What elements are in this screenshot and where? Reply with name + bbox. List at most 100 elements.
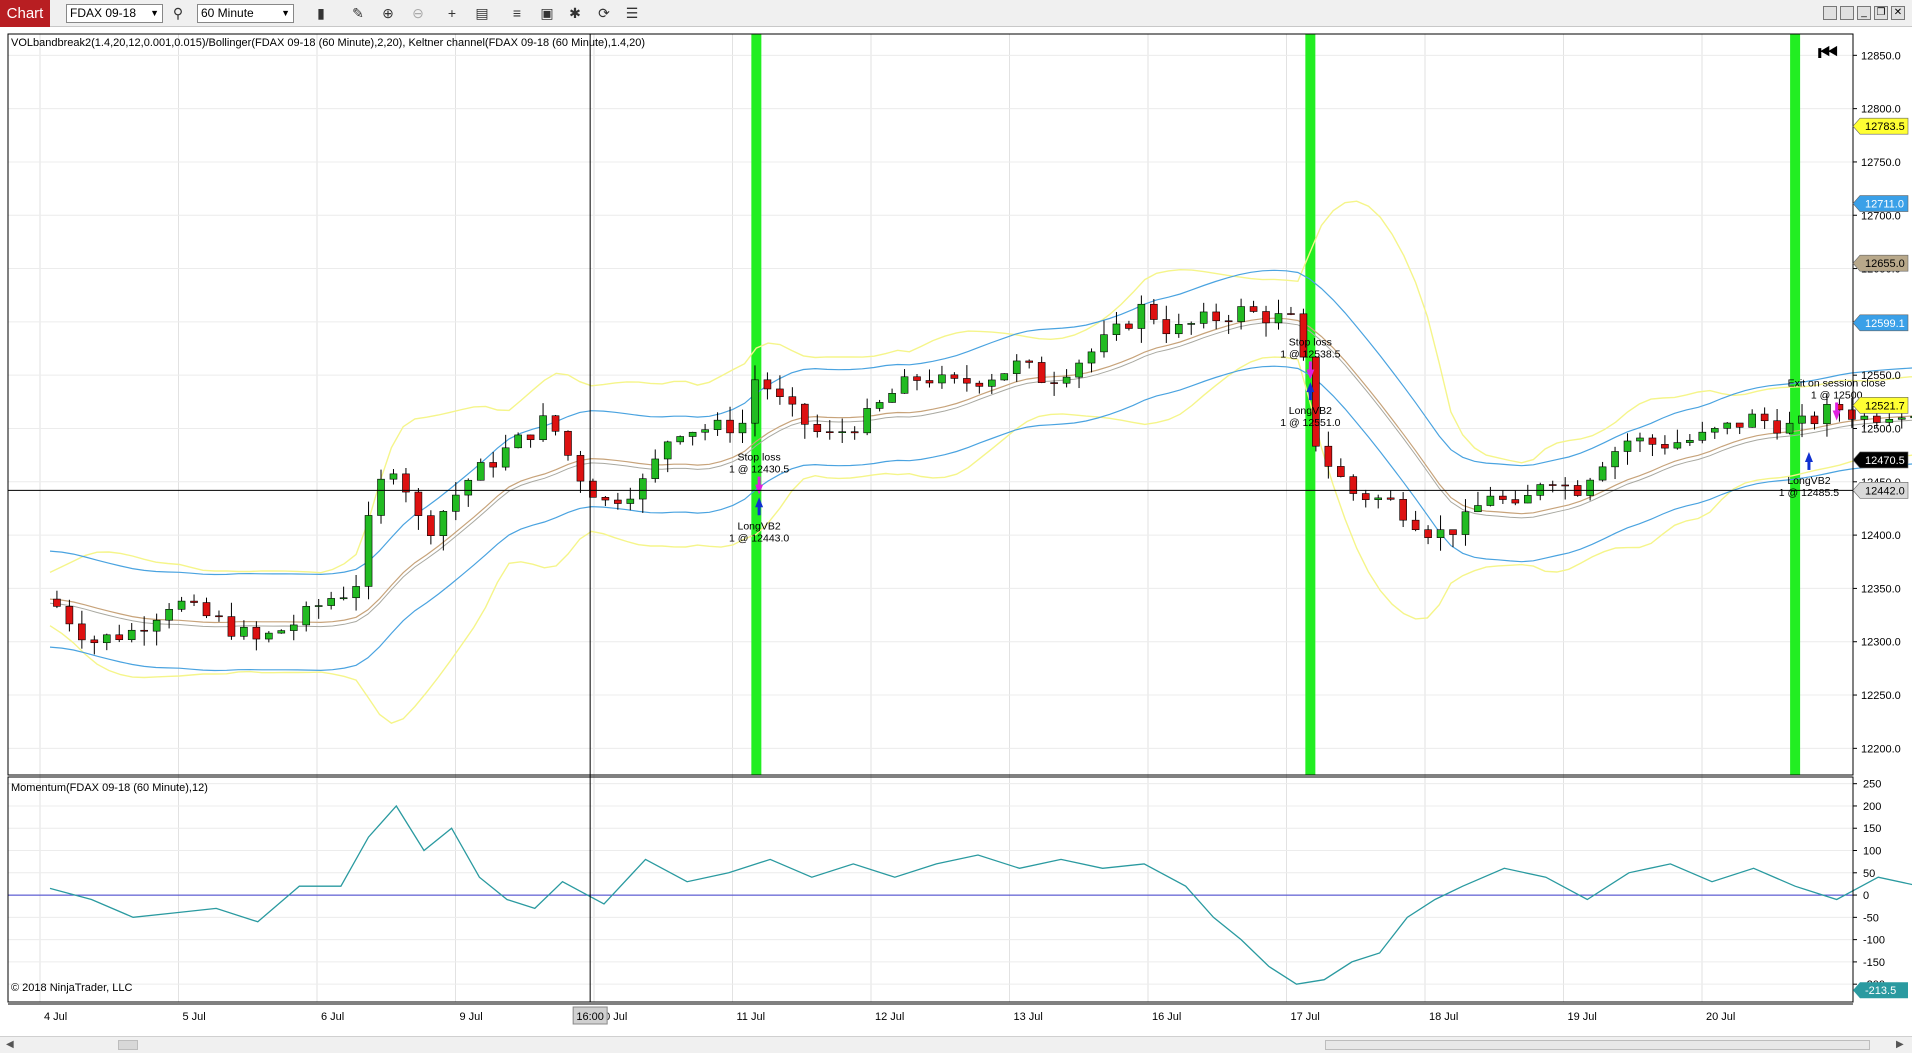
tabs-icon[interactable] <box>1840 6 1854 20</box>
candle-down <box>1150 303 1158 320</box>
scroll-to-start-icon[interactable]: ⏮ <box>1818 40 1838 65</box>
buy-arrow-marker <box>1306 382 1315 393</box>
candle-up <box>302 606 311 626</box>
sell-arrow-marker <box>755 484 764 495</box>
momentum-panel-frame <box>7 776 1854 1003</box>
candle-down <box>850 431 859 434</box>
price-badge-label: 12655.0 <box>1865 258 1905 270</box>
candle-up <box>1436 529 1445 538</box>
candle-down <box>776 388 784 397</box>
strategies-icon[interactable]: ✱ <box>569 5 581 21</box>
indicator-bands <box>49 200 1912 724</box>
candle-up <box>1062 376 1071 384</box>
bollinger-upper-band <box>49 200 1912 574</box>
momentum-tick-label: 100 <box>1863 846 1881 858</box>
candle-down <box>1324 445 1333 467</box>
candle-down <box>1548 484 1557 486</box>
price-badge <box>1852 254 1909 272</box>
minimize-button[interactable]: _ <box>1857 6 1871 20</box>
candle-down <box>825 431 834 433</box>
candle-down <box>564 430 572 456</box>
search-icon[interactable]: ⚲ <box>172 5 184 21</box>
sell-arrow-marker <box>1832 410 1841 421</box>
drawing-tool-icon[interactable]: ✎ <box>352 5 364 21</box>
trade-label: 1 @ 12430.5 <box>729 464 789 476</box>
candle-up <box>289 624 298 631</box>
candle-down <box>1361 493 1370 500</box>
candle-down <box>1037 362 1046 383</box>
price-badge <box>1852 482 1909 499</box>
trade-label: 1 @ 12485.5 <box>1779 487 1839 499</box>
candle-up <box>1611 451 1619 468</box>
candle-down <box>1299 313 1308 358</box>
keltner-upper-band <box>49 269 1912 576</box>
momentum-tick-label: -100 <box>1863 935 1885 947</box>
scrollbar-handle-left[interactable] <box>118 1040 138 1050</box>
tile-icon[interactable] <box>1823 6 1837 20</box>
sell-arrow-stem <box>1835 402 1839 412</box>
x-axis-label: 16 Jul <box>1152 1011 1181 1023</box>
restore-button[interactable]: ❐ <box>1874 6 1888 20</box>
candle-up <box>327 598 335 606</box>
candle-up <box>1698 431 1707 441</box>
candle-down <box>414 491 423 516</box>
candle-down <box>950 374 959 379</box>
buy-arrow-marker <box>1804 451 1813 462</box>
interval-select[interactable]: 60 Minute ▼ <box>197 4 294 23</box>
candle-down <box>726 419 734 434</box>
scrollbar-thumb[interactable] <box>1325 1040 1870 1050</box>
candle-down <box>1337 466 1345 477</box>
candle-down <box>1224 320 1233 323</box>
trade-label: Stop loss <box>1289 336 1332 348</box>
candle-up <box>240 626 248 637</box>
candle-up <box>439 511 448 536</box>
chart-tab[interactable]: Chart <box>0 0 50 27</box>
scroll-right-icon[interactable]: ▶ <box>1896 1039 1904 1050</box>
price-badge <box>1852 117 1909 135</box>
scroll-left-icon[interactable]: ◀ <box>6 1039 14 1050</box>
momentum-tick-label: 50 <box>1863 868 1875 880</box>
x-axis-label: 4 Jul <box>44 1011 67 1023</box>
candle-up <box>838 431 847 433</box>
candle-up <box>1673 442 1682 449</box>
zoom-out-icon[interactable]: ⊖ <box>412 5 424 21</box>
price-badge <box>1852 314 1909 332</box>
candle-up <box>1897 417 1906 420</box>
properties-icon[interactable]: ≡ <box>512 5 522 21</box>
crosshair-icon[interactable]: + <box>447 5 457 21</box>
candle-down <box>202 602 211 617</box>
candle-down <box>526 434 535 441</box>
candle-down <box>1212 311 1220 322</box>
candle-down <box>1162 319 1171 335</box>
candle-down <box>601 497 610 501</box>
horizontal-scrollbar[interactable]: ◀ ▶ <box>0 1036 1912 1053</box>
candle-down <box>913 376 921 381</box>
list-icon[interactable]: ☰ <box>625 5 639 21</box>
candle-up <box>1686 439 1694 443</box>
candle-up <box>1748 413 1756 428</box>
candle-up <box>1199 311 1208 324</box>
bar-type-icon[interactable]: ▮ <box>317 5 325 21</box>
candle-up <box>464 479 473 496</box>
bollinger-midline <box>49 321 1912 628</box>
crosshair-time-badge <box>572 1006 608 1025</box>
data-box-icon[interactable]: ▤ <box>475 5 489 21</box>
price-badge-label: 12470.5 <box>1865 455 1905 467</box>
momentum-line <box>49 804 1912 985</box>
zoom-in-icon[interactable]: ⊕ <box>382 5 394 21</box>
candle-down <box>1661 444 1669 449</box>
candle-down <box>115 634 124 641</box>
close-button[interactable]: ✕ <box>1891 6 1905 20</box>
templates-icon[interactable]: ▣ <box>540 5 554 21</box>
candle-up <box>1100 334 1108 353</box>
refresh-icon[interactable]: ⟳ <box>598 5 610 21</box>
candle-down <box>1561 484 1569 487</box>
candle-up <box>1523 495 1532 504</box>
instrument-select[interactable]: FDAX 09-18 ▼ <box>66 4 163 23</box>
x-axis-label: 19 Jul <box>1568 1011 1597 1023</box>
candle-up <box>389 473 398 480</box>
candle-down <box>1511 499 1520 504</box>
sell-arrow-marker <box>1306 369 1315 380</box>
candle-down <box>1411 519 1420 531</box>
